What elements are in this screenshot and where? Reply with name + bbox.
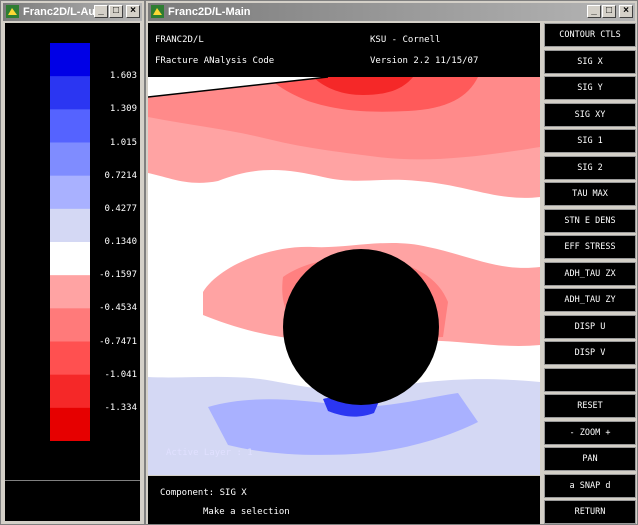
menu-button-zoom[interactable]: - ZOOM + [544,420,636,445]
legend-label: 0.7214 [104,170,137,181]
menu-button-tau-max[interactable]: TAU MAX [544,182,636,206]
franc-app-icon [6,5,19,18]
legend-color-band [50,142,90,177]
legend-color-band [50,175,90,210]
menu-button-a-snap-d[interactable]: a SNAP d [544,473,636,498]
component-label: Component: SIG X [160,488,247,498]
legend-label: -0.1597 [99,270,137,281]
main-title-bar[interactable]: Franc2D/L-Main _ □ × [148,3,635,21]
affiliation: KSU - Cornell [370,35,441,45]
version-info: Version 2.2 11/15/07 [370,56,479,66]
legend-color-band [50,208,90,243]
menu-button-sig-xy[interactable]: SIG XY [544,102,636,127]
maximize-icon[interactable]: □ [109,5,123,18]
menu-button-return[interactable]: RETURN [544,500,636,524]
legend-color-band [50,341,90,376]
program-header: FRANC2D/L KSU - Cornell FRacture ANalysi… [148,23,540,77]
legend-label: 0.1340 [104,237,137,247]
legend-label: 0.4277 [104,203,137,214]
legend-color-band [50,242,90,276]
legend-label: 1.015 [109,137,137,148]
menu-button-contour-ctls[interactable]: CONTOUR CTLS [544,23,636,47]
menu-button-pan[interactable]: PAN [544,447,636,471]
minimize-icon[interactable]: _ [94,5,108,18]
legend-color-band [50,109,90,143]
legend-color-band [50,374,90,409]
aux-footer [5,480,140,521]
contour-plot: Active Layer : 1 [148,77,540,475]
close-icon[interactable]: × [619,5,633,18]
menu-button-blank [544,367,636,392]
menu-button-adh-tau-zy[interactable]: ADH_TAU ZY [544,288,636,312]
legend-label: 1.603 [109,71,137,82]
close-icon[interactable]: × [126,5,140,18]
legend-label: -1.334 [104,402,137,413]
aux-legend-panel: 1.603 1.309 1.015 0.7214 0.4277 0.1340 -0.1597… [5,23,140,521]
active-layer-label: Active Layer : 1 [166,448,253,458]
legend-color-band [50,43,90,77]
aux-title: Franc2D/L-Aux [23,6,102,18]
menu-button-sig-x[interactable]: SIG X [544,49,636,74]
legend-color-band [50,76,90,110]
legend-color-band [50,407,90,441]
legend-label: 1.309 [109,104,137,115]
status-panel: Component: SIG X Make a selection [148,476,540,524]
menu-button-adh-tau-zx[interactable]: ADH_TAU ZX [544,261,636,286]
legend-color-band [50,308,90,342]
menu-button-sig-2[interactable]: SIG 2 [544,155,636,180]
legend-label: -0.4534 [99,303,137,314]
aux-title-bar[interactable]: Franc2D/L-Aux _ □ × [3,3,142,21]
main-window: Franc2D/L-Main _ □ × FRANC2D/L KSU - Cor… [145,0,638,525]
minimize-icon[interactable]: _ [587,5,601,18]
maximize-icon[interactable]: □ [602,5,616,18]
program-description: FRacture ANalysis Code [155,56,275,66]
main-title: Franc2D/L-Main [168,6,251,18]
franc-app-icon [151,5,164,18]
menu-button-reset[interactable]: RESET [544,394,636,418]
legend-label: -1.041 [104,369,137,380]
menu-button-disp-u[interactable]: DISP U [544,314,636,339]
aux-window: Franc2D/L-Aux _ □ × 1.603 1.309 1.015 0.721… [0,0,145,525]
menu-button-sig-y[interactable]: SIG Y [544,76,636,100]
legend-color-band [50,275,90,309]
menu-button-eff-stress[interactable]: EFF STRESS [544,235,636,259]
prompt-text: Make a selection [203,507,290,517]
menu-button-disp-v[interactable]: DISP V [544,341,636,365]
menu-button-sig-1[interactable]: SIG 1 [544,129,636,153]
legend-label: -0.7471 [99,336,137,347]
color-legend-bar [50,43,90,441]
menu-button-stn-e-dens[interactable]: STN E DENS [544,208,636,233]
program-name: FRANC2D/L [155,35,204,45]
contour-canvas[interactable]: Active Layer : 1 [148,77,540,475]
